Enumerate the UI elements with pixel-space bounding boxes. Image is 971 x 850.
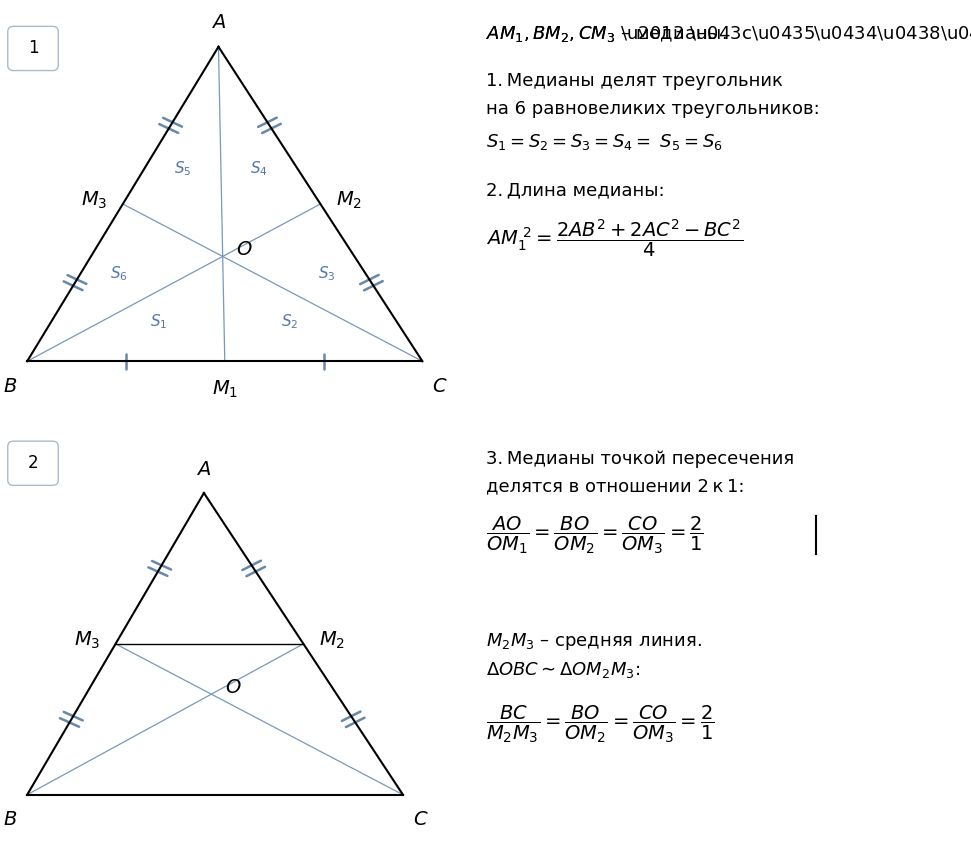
- Text: $O$: $O$: [236, 240, 252, 259]
- Text: $S_3$: $S_3$: [318, 264, 335, 283]
- Text: на 6 равновеликих треугольников:: на 6 равновеликих треугольников:: [486, 99, 820, 118]
- Text: $S_5$: $S_5$: [175, 160, 192, 178]
- Text: $\Delta OBC \sim \Delta OM_2M_3$:: $\Delta OBC \sim \Delta OM_2M_3$:: [486, 660, 640, 680]
- Text: 2. Длина медианы:: 2. Длина медианы:: [486, 181, 664, 200]
- Text: $B$: $B$: [3, 377, 17, 395]
- Text: $S_1 = S_2 = S_3 = S_4 =\ S_5 = S_6$: $S_1 = S_2 = S_3 = S_4 =\ S_5 = S_6$: [486, 132, 722, 152]
- Text: $AM_1, BM_2, CM_3$ – медианы.: $AM_1, BM_2, CM_3$ – медианы.: [486, 24, 726, 44]
- Text: $M_2M_3$ – средняя линия.: $M_2M_3$ – средняя линия.: [486, 632, 701, 652]
- Text: $S_1$: $S_1$: [150, 313, 167, 332]
- Text: 1: 1: [28, 39, 38, 58]
- Text: 1. Медианы делят треугольник: 1. Медианы делят треугольник: [486, 71, 783, 90]
- Text: $O$: $O$: [225, 677, 242, 697]
- Text: делятся в отношении 2 к 1:: делятся в отношении 2 к 1:: [486, 477, 744, 496]
- Text: $A$: $A$: [211, 14, 226, 32]
- Text: $M_2$: $M_2$: [319, 630, 345, 651]
- Text: $M_1$: $M_1$: [212, 378, 238, 400]
- Text: $S_2$: $S_2$: [282, 313, 299, 332]
- Text: $S_6$: $S_6$: [111, 264, 128, 283]
- Text: $S_4$: $S_4$: [250, 160, 268, 178]
- Text: $M_3$: $M_3$: [74, 630, 100, 651]
- FancyBboxPatch shape: [8, 26, 58, 71]
- Text: $A$: $A$: [196, 460, 212, 479]
- Text: $B$: $B$: [3, 810, 17, 829]
- Text: $AM_1^{\ 2} = \dfrac{2AB^2 + 2AC^2 - BC^2}{4}$: $AM_1^{\ 2} = \dfrac{2AB^2 + 2AC^2 - BC^…: [486, 217, 743, 259]
- Text: $C$: $C$: [432, 377, 448, 395]
- Text: $M_3$: $M_3$: [81, 190, 108, 212]
- Text: 2: 2: [28, 454, 38, 473]
- FancyBboxPatch shape: [8, 441, 58, 485]
- Text: $AM_1, BM_2, CM_3$ \u2013 \u043c\u0435\u0434\u0438\u0430\u043d\u044b.: $AM_1, BM_2, CM_3$ \u2013 \u043c\u0435\u…: [486, 24, 971, 44]
- Text: 3. Медианы точкой пересечения: 3. Медианы точкой пересечения: [486, 450, 793, 468]
- Text: $\dfrac{AO}{OM_1} = \dfrac{BO}{OM_2} = \dfrac{CO}{OM_3} = \dfrac{2}{1}$: $\dfrac{AO}{OM_1} = \dfrac{BO}{OM_2} = \…: [486, 515, 703, 556]
- Text: $\dfrac{BC}{M_2M_3} = \dfrac{BO}{OM_2} = \dfrac{CO}{OM_3} = \dfrac{2}{1}$: $\dfrac{BC}{M_2M_3} = \dfrac{BO}{OM_2} =…: [486, 704, 714, 745]
- Text: $M_2$: $M_2$: [336, 190, 362, 212]
- Text: $C$: $C$: [413, 810, 428, 829]
